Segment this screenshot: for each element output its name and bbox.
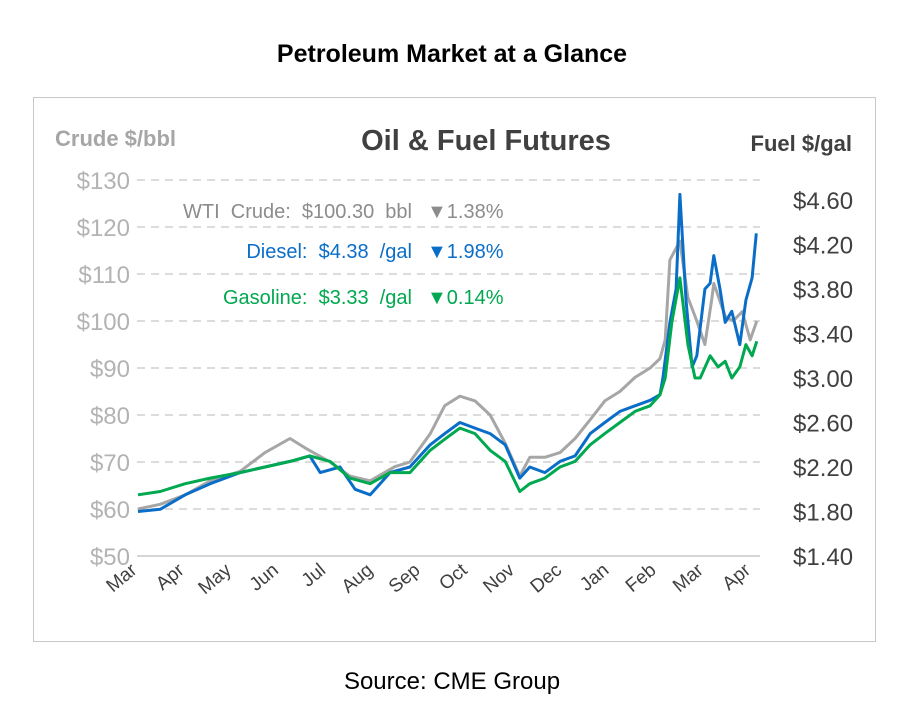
right-axis-label: Fuel $/gal [751, 131, 852, 156]
right-tick-label: $1.40 [793, 544, 853, 571]
left-tick-label: $110 [78, 262, 130, 289]
x-tick-label: Mar [669, 559, 708, 597]
right-tick-label: $4.20 [793, 233, 853, 260]
right-tick-label: $3.80 [793, 277, 853, 304]
x-tick-label: Oct [435, 559, 472, 595]
left-tick-label: $120 [77, 215, 130, 242]
x-tick-label: Jun [246, 560, 283, 596]
series-line-wti-crude [137, 239, 759, 511]
right-tick-label: $3.00 [793, 366, 853, 393]
left-axis-label: Crude $/bbl [55, 126, 176, 151]
series-line-gasoline [137, 276, 759, 497]
series-line-diesel [137, 192, 758, 513]
left-tick-label: $70 [90, 450, 130, 477]
left-tick-label: $80 [90, 403, 130, 430]
legend-label: Gasoline: $3.33 /gal [223, 287, 412, 309]
right-tick-label: $1.80 [793, 500, 853, 527]
x-tick-label: Apr [152, 559, 189, 595]
left-tick-label: $50 [90, 544, 130, 571]
legend-label: Diesel: $4.38 /gal [246, 241, 412, 263]
right-tick-label: $2.60 [793, 411, 853, 438]
right-tick-label: $2.20 [793, 455, 853, 482]
legend-label: WTI Crude: $100.30 bbl [183, 201, 412, 223]
x-tick-label: Jul [298, 560, 330, 592]
x-tick-label: Feb [622, 560, 661, 597]
legend-change: ▼0.14% [427, 287, 504, 309]
x-tick-label: Dec [527, 560, 566, 598]
legend-change: ▼1.38% [427, 201, 504, 223]
x-tick-label: Apr [719, 559, 756, 595]
left-tick-label: $130 [77, 168, 130, 195]
legend-change: ▼1.98% [427, 241, 504, 263]
x-tick-label: Sep [385, 560, 424, 598]
left-tick-label: $100 [77, 309, 130, 336]
x-tick-label: Nov [479, 559, 519, 597]
chart-title: Oil & Fuel Futures [361, 125, 611, 157]
left-tick-label: $90 [90, 356, 130, 383]
page-title: Petroleum Market at a Glance [276, 40, 628, 68]
left-tick-label: $60 [90, 497, 130, 524]
x-tick-label: Aug [338, 560, 377, 598]
source-note: Source: CME Group [343, 668, 561, 695]
chart-frame [33, 97, 876, 642]
right-tick-label: $4.60 [793, 188, 853, 215]
x-tick-label: Jan [576, 560, 613, 596]
right-tick-label: $3.40 [793, 322, 853, 349]
x-tick-label: May [195, 559, 236, 598]
